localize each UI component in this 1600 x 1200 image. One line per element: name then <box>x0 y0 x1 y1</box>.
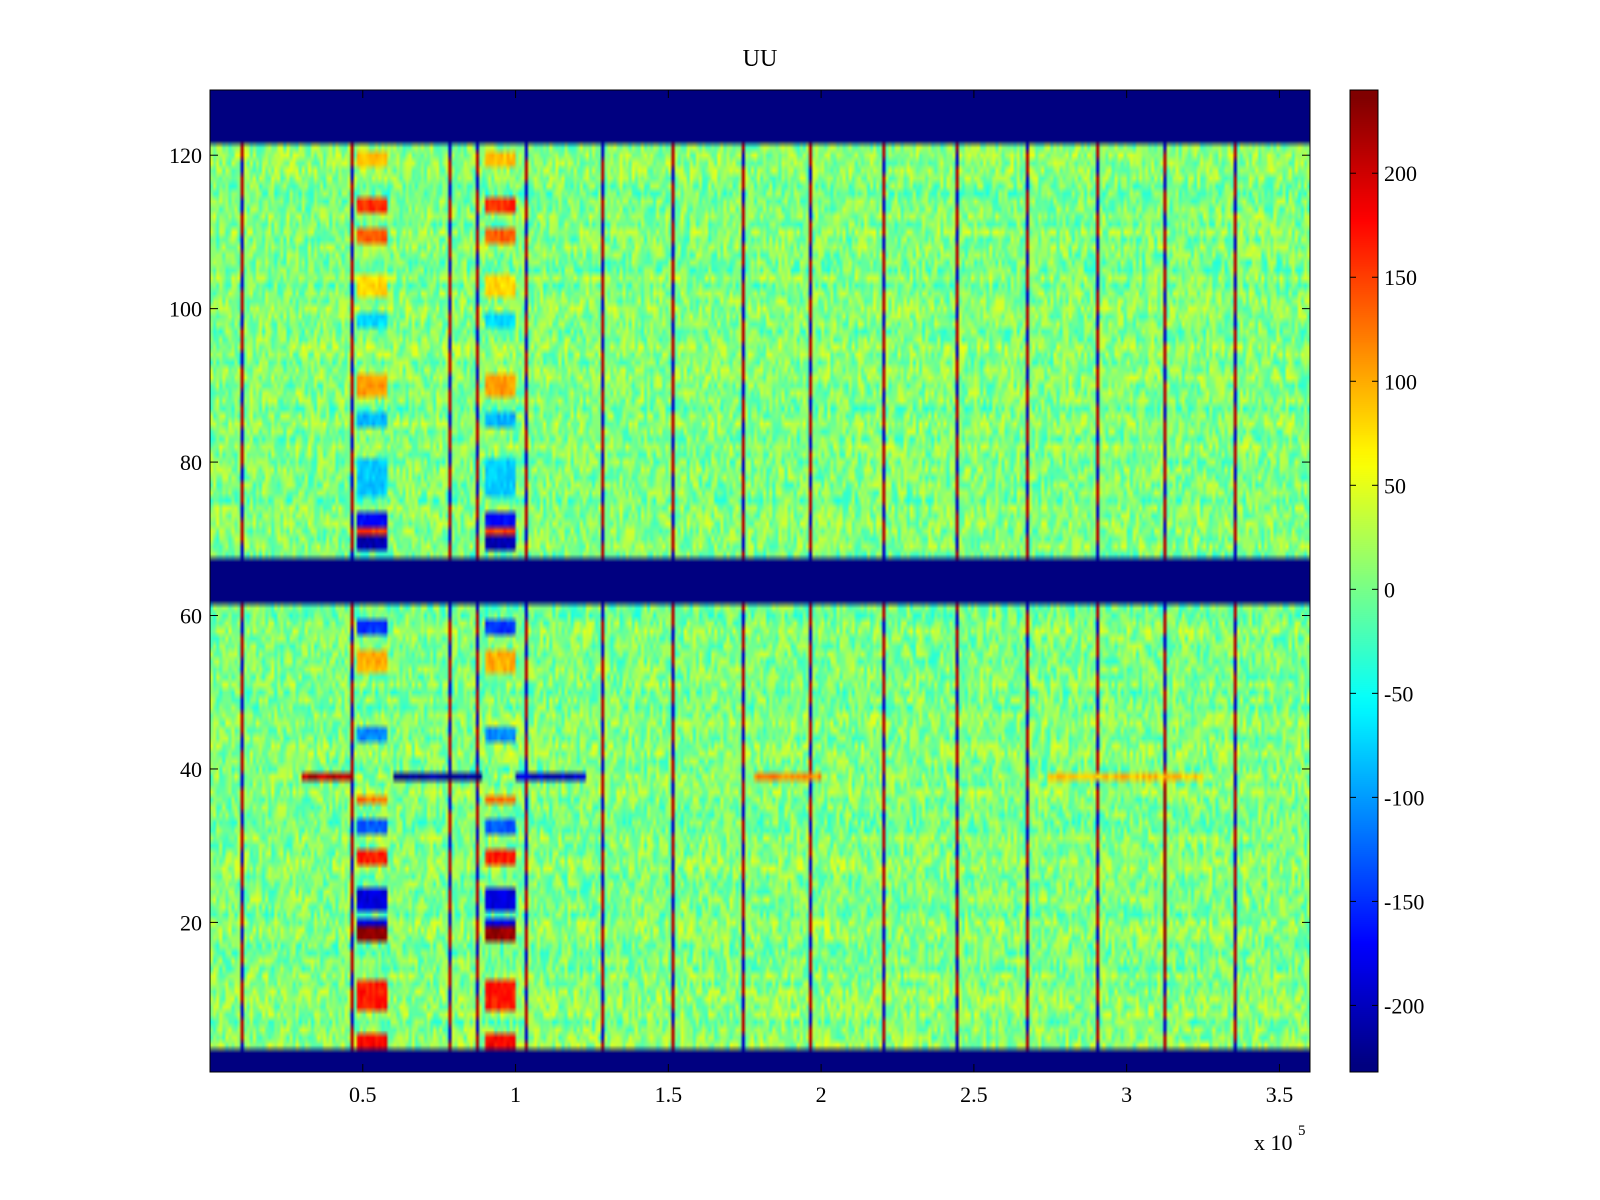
x-multiplier-label: x 10 <box>1254 1130 1293 1155</box>
colorbar-tick-label: 50 <box>1384 473 1406 498</box>
colorbar-tick-label: -200 <box>1384 993 1424 1018</box>
colorbar-tick-label: 0 <box>1384 577 1395 602</box>
x-multiplier-exponent: 5 <box>1298 1123 1306 1139</box>
colorbar-tick-label: -50 <box>1384 681 1413 706</box>
colorbar-tick-label: -100 <box>1384 785 1424 810</box>
x-tick-label: 1 <box>510 1082 521 1107</box>
x-tick-label: 2.5 <box>960 1082 988 1107</box>
colorbar-tick-label: 100 <box>1384 369 1417 394</box>
x-axis-multiplier: x 10 5 <box>1254 1123 1306 1155</box>
y-tick-label: 60 <box>180 604 202 629</box>
heatmap-image <box>210 90 1310 1072</box>
colorbar-tick-label: -150 <box>1384 889 1424 914</box>
x-tick-label: 3 <box>1121 1082 1132 1107</box>
colorbar-ticks: 200 150 100 50 0 -50 -100 -150 -200 <box>1350 161 1424 1018</box>
x-tick-label: 3.5 <box>1266 1082 1294 1107</box>
colorbar-gradient <box>1350 90 1378 1072</box>
y-tick-label: 80 <box>180 450 202 475</box>
y-tick-label: 100 <box>169 297 202 322</box>
colorbar-tick-label: 200 <box>1384 161 1417 186</box>
y-tick-label: 120 <box>169 143 202 168</box>
chart-title: UU <box>743 46 778 72</box>
plot-area: 0.5 1 1.5 2 2.5 3 3.5 20 40 60 80 100 120 <box>169 89 1311 1107</box>
y-tick-label: 20 <box>180 910 202 935</box>
colorbar: 200 150 100 50 0 -50 -100 -150 -200 <box>1349 89 1424 1073</box>
y-tick-label: 40 <box>180 757 202 782</box>
colorbar-tick-label: 150 <box>1384 265 1417 290</box>
axes-box <box>209 89 1311 1073</box>
x-axis-ticks: 0.5 1 1.5 2 2.5 3 3.5 <box>349 90 1293 1107</box>
y-axis-ticks: 20 40 60 80 100 120 <box>169 143 1310 935</box>
x-tick-label: 1.5 <box>655 1082 683 1107</box>
x-tick-label: 0.5 <box>349 1082 377 1107</box>
colorbar-box <box>1349 89 1379 1073</box>
x-tick-label: 2 <box>816 1082 827 1107</box>
